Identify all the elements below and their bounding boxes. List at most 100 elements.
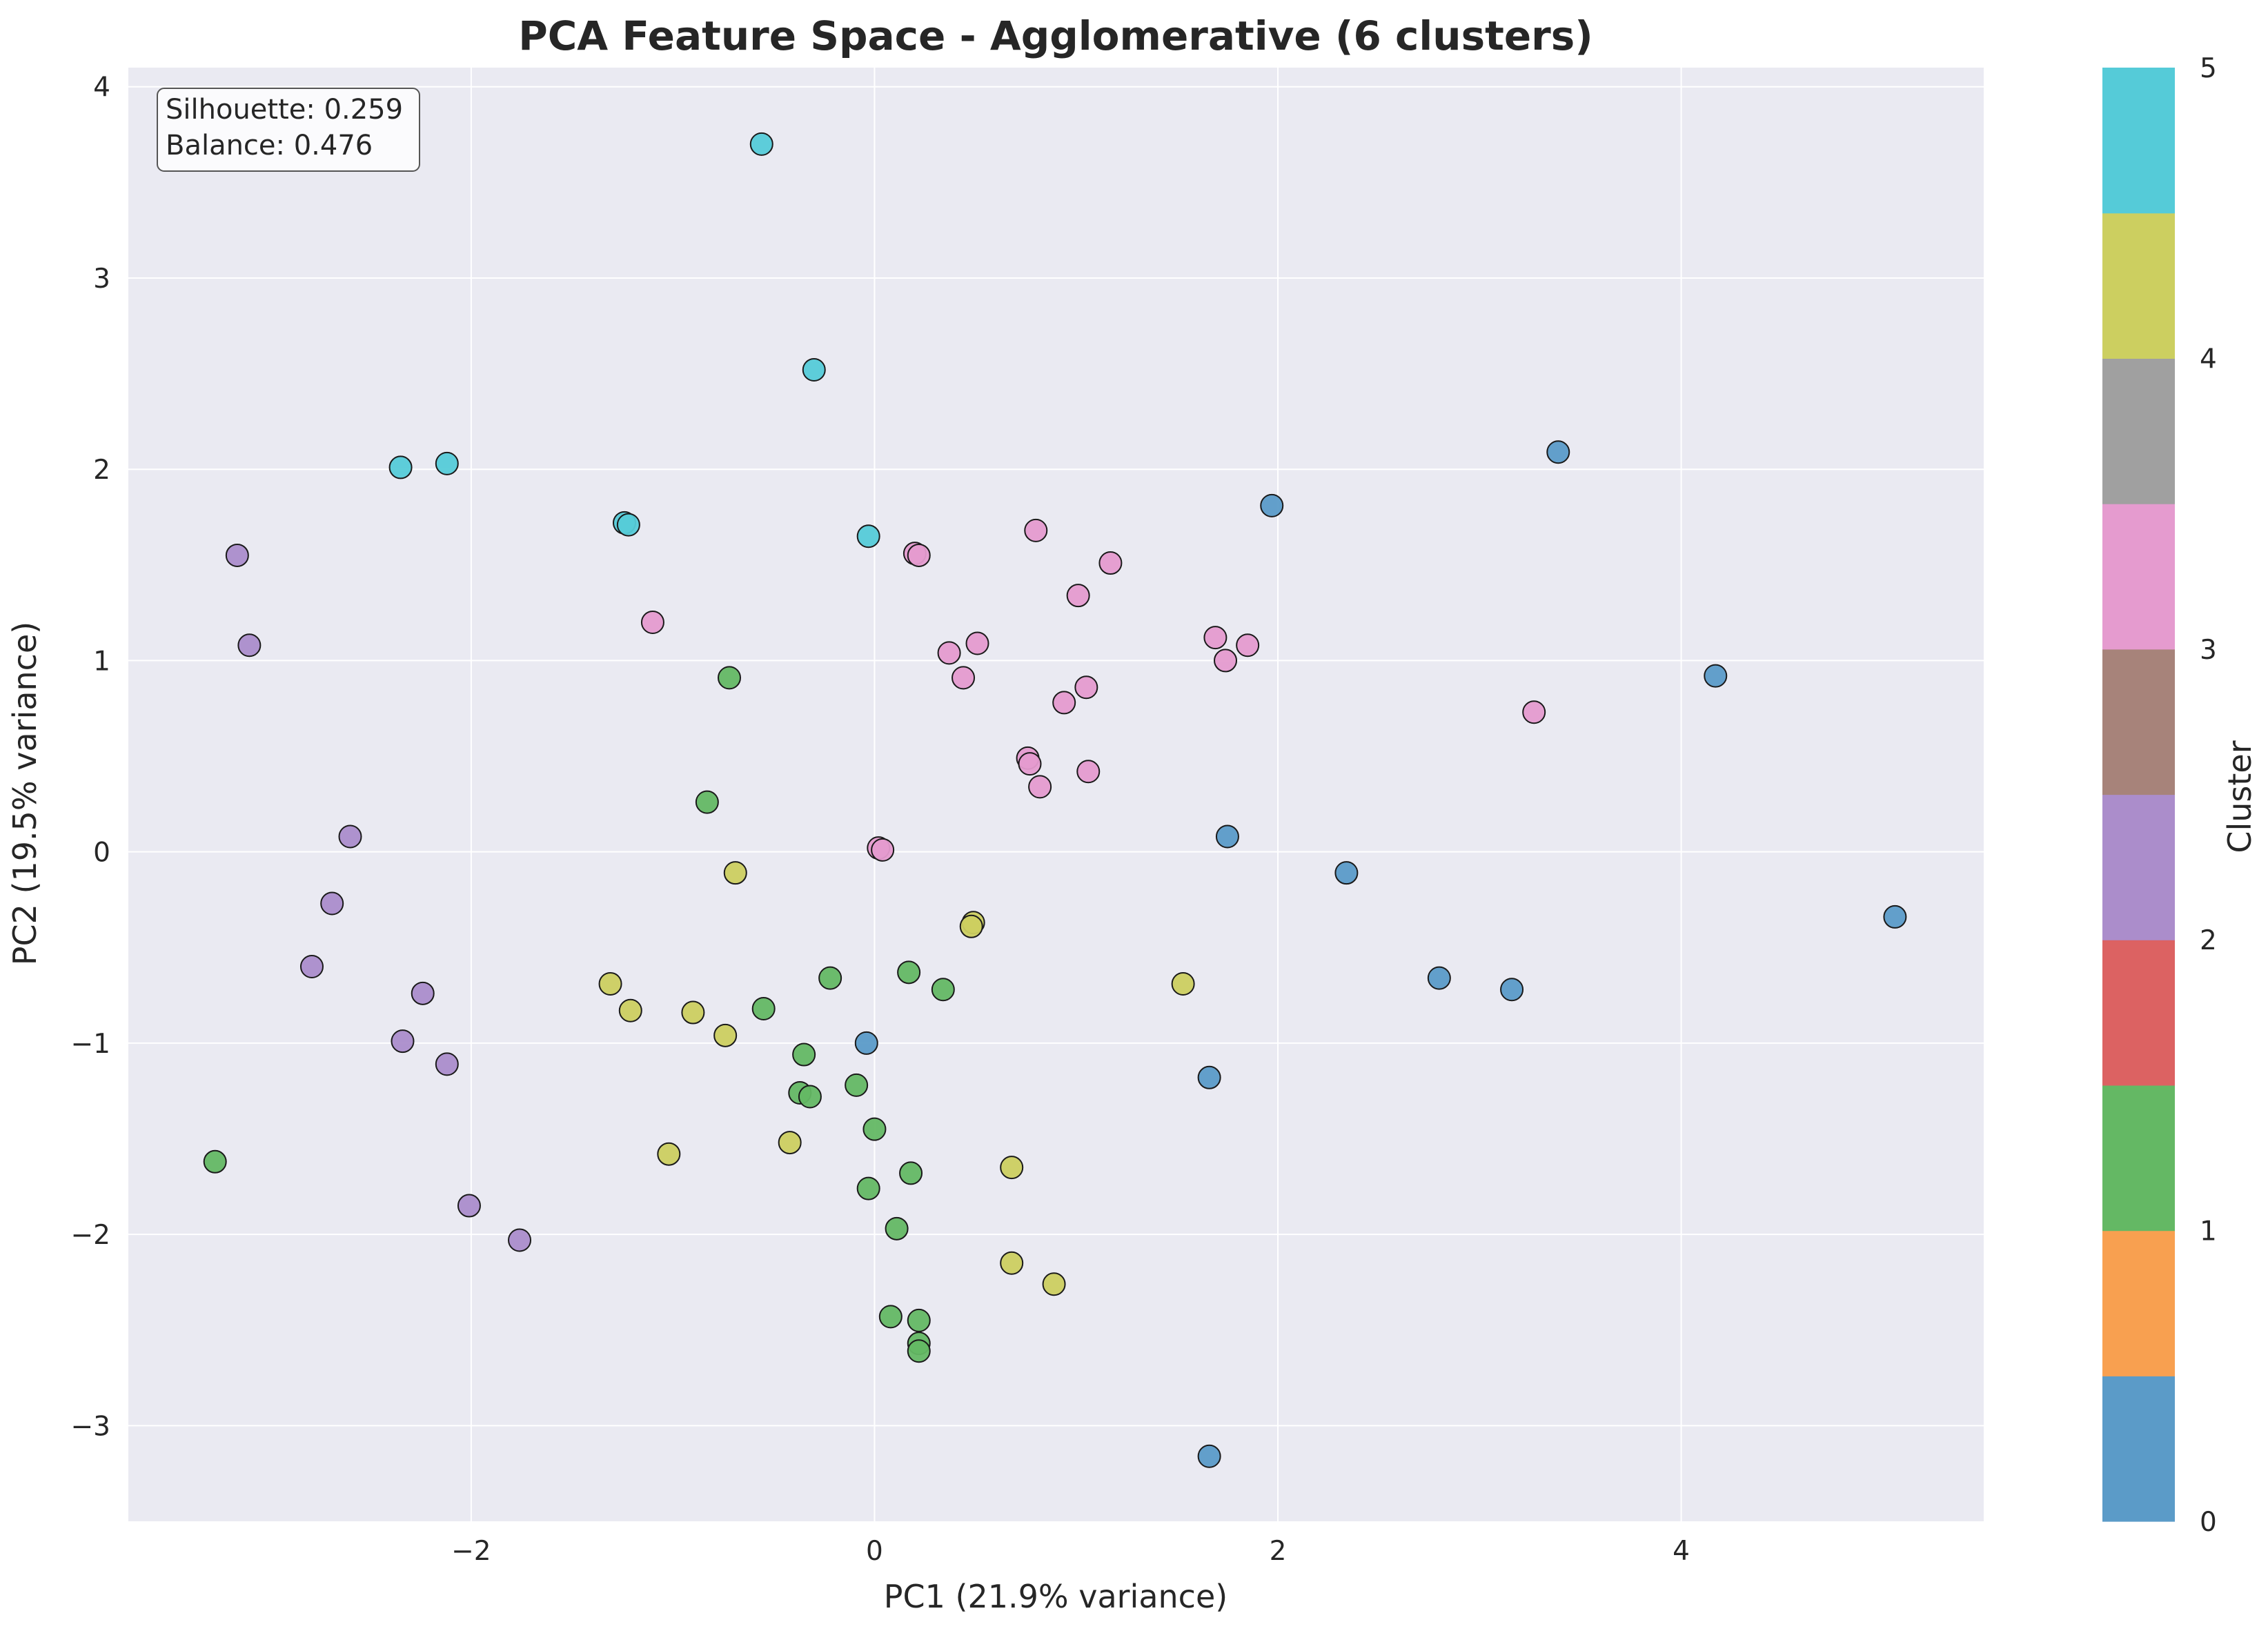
data-point-cluster-5: [856, 524, 880, 548]
colorbar-segment: [2102, 358, 2175, 504]
y-tick-label: 1: [93, 646, 110, 677]
data-point-cluster-1: [856, 1176, 880, 1200]
data-point-cluster-3: [1074, 675, 1098, 700]
colorbar-label: Cluster: [2221, 740, 2258, 853]
data-point-cluster-0: [1215, 824, 1239, 849]
data-point-cluster-3: [1052, 691, 1076, 715]
x-tick-label: 0: [866, 1536, 883, 1567]
data-point-cluster-2: [320, 891, 344, 916]
data-point-cluster-2: [411, 981, 435, 1005]
balance-text: Balance: 0.476: [166, 130, 373, 161]
colorbar-segment: [2102, 940, 2175, 1086]
data-point-cluster-1: [885, 1216, 909, 1240]
data-point-cluster-4: [1000, 1251, 1024, 1275]
data-point-cluster-3: [907, 543, 931, 567]
data-point-cluster-1: [695, 790, 719, 814]
y-tick-label: 3: [93, 264, 110, 295]
data-point-cluster-0: [1546, 440, 1570, 464]
data-point-cluster-2: [299, 955, 324, 979]
x-tick-labels: −2 0 2 4: [451, 1536, 1690, 1567]
stats-annotation-box: [157, 88, 420, 172]
data-point-cluster-0: [1427, 966, 1451, 990]
colorbar-segment: [2102, 1085, 2175, 1232]
data-point-cluster-4: [778, 1131, 802, 1155]
colorbar-tick-label: 4: [2200, 344, 2217, 375]
data-point-cluster-3: [640, 610, 664, 634]
data-point-cluster-1: [203, 1149, 227, 1174]
data-point-cluster-4: [1171, 971, 1195, 996]
data-point-cluster-1: [818, 966, 842, 990]
data-point-cluster-0: [1704, 664, 1728, 688]
silhouette-text: Silhouette: 0.259: [166, 94, 403, 126]
data-points: [203, 132, 1907, 1468]
data-point-cluster-1: [899, 1161, 923, 1185]
data-point-cluster-2: [225, 543, 249, 567]
colorbar-tick-labels: 0 1 2 3 4 5: [2200, 53, 2217, 1538]
colorbar-tick-label: 0: [2200, 1507, 2217, 1538]
data-point-cluster-3: [937, 641, 961, 665]
colorbar-segment: [2102, 68, 2175, 214]
data-point-cluster-1: [751, 997, 776, 1021]
data-point-cluster-4: [713, 1023, 738, 1047]
data-point-cluster-4: [618, 998, 642, 1022]
data-point-cluster-0: [1197, 1065, 1221, 1089]
colorbar-tick-label: 1: [2200, 1216, 2217, 1247]
colorbar-tick-label: 2: [2200, 925, 2217, 956]
data-point-cluster-5: [749, 132, 773, 156]
data-point-cluster-0: [1883, 905, 1907, 929]
data-point-cluster-1: [878, 1305, 903, 1329]
data-point-cluster-0: [1500, 978, 1524, 1002]
colorbar-tick-label: 3: [2200, 635, 2217, 666]
colorbar-segment: [2102, 1376, 2175, 1522]
data-point-cluster-4: [657, 1142, 681, 1166]
data-point-cluster-4: [1000, 1156, 1024, 1180]
data-point-cluster-4: [598, 971, 622, 996]
data-point-cluster-1: [792, 1042, 816, 1067]
colorbar-tick-label: 5: [2200, 53, 2217, 84]
x-tick-label: −2: [451, 1536, 491, 1567]
data-point-cluster-3: [1522, 700, 1546, 724]
data-point-cluster-5: [802, 358, 826, 382]
colorbar: [2102, 68, 2175, 1522]
data-point-cluster-1: [845, 1073, 869, 1097]
data-point-cluster-1: [931, 978, 955, 1002]
data-point-cluster-4: [1042, 1272, 1066, 1296]
data-point-cluster-2: [391, 1029, 415, 1054]
data-point-cluster-3: [965, 631, 989, 655]
data-point-cluster-1: [798, 1085, 822, 1109]
data-point-cluster-3: [1203, 626, 1227, 650]
data-point-cluster-3: [1236, 633, 1260, 658]
plot-area: [128, 68, 1984, 1521]
colorbar-segment: [2102, 504, 2175, 650]
y-tick-labels: −3 −2 −1 0 1 2 3 4: [71, 72, 111, 1443]
colorbar-segment: [2102, 1230, 2175, 1376]
data-point-cluster-2: [237, 633, 262, 658]
x-tick-label: 2: [1270, 1536, 1287, 1567]
data-point-cluster-3: [951, 666, 976, 690]
y-tick-label: 0: [93, 838, 110, 869]
y-tick-label: −1: [71, 1029, 111, 1060]
data-point-cluster-4: [681, 1000, 705, 1025]
data-point-cluster-0: [1334, 861, 1359, 885]
y-tick-label: 2: [93, 455, 110, 486]
data-point-cluster-3: [1024, 518, 1048, 542]
data-point-cluster-5: [616, 513, 640, 537]
data-point-cluster-2: [508, 1228, 532, 1252]
x-tick-label: 4: [1673, 1536, 1690, 1567]
data-point-cluster-1: [862, 1117, 887, 1141]
colorbar-segment: [2102, 794, 2175, 940]
data-point-cluster-1: [907, 1308, 931, 1332]
data-point-cluster-2: [338, 824, 362, 849]
data-point-cluster-2: [457, 1194, 481, 1218]
data-point-cluster-3: [1098, 551, 1123, 575]
data-point-cluster-3: [1018, 752, 1042, 776]
y-tick-label: −3: [71, 1411, 111, 1442]
data-point-cluster-3: [1028, 775, 1052, 799]
data-point-cluster-3: [1066, 584, 1090, 608]
stats-annotation: Silhouette: 0.259 Balance: 0.476: [157, 88, 420, 172]
x-axis-label: PC1 (21.9% variance): [884, 1578, 1227, 1615]
data-point-cluster-1: [718, 666, 742, 690]
data-point-cluster-0: [1260, 493, 1284, 517]
chart-title: PCA Feature Space - Agglomerative (6 clu…: [518, 12, 1593, 59]
y-axis-label: PC2 (19.5% variance): [6, 622, 43, 965]
